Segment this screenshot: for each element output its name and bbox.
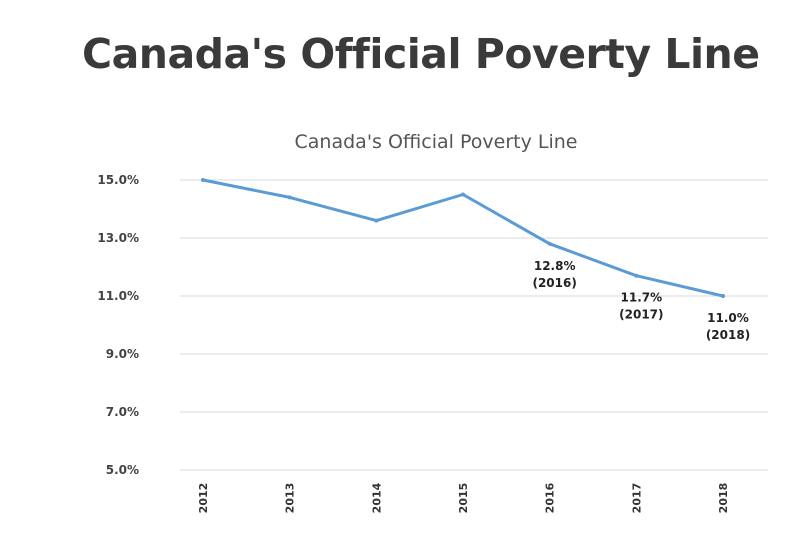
x-tick-label: 2015 xyxy=(457,483,470,514)
data-point xyxy=(721,294,725,298)
data-label-year: (2018) xyxy=(706,328,750,342)
y-tick-label: 15.0% xyxy=(97,173,139,187)
data-point xyxy=(374,218,379,223)
data-labels: 12.8% (2016) 11.7% (2017) 11.0% (2018) xyxy=(532,259,750,342)
data-point xyxy=(547,241,552,246)
data-point xyxy=(461,192,465,197)
data-label-value: 11.0% xyxy=(707,311,749,325)
data-point xyxy=(287,195,292,200)
y-tick-label: 11.0% xyxy=(97,289,139,303)
data-point xyxy=(201,178,205,182)
data-label-year: (2016) xyxy=(532,276,576,290)
data-label-year: (2017) xyxy=(619,308,663,322)
y-tick-label: 5.0% xyxy=(106,463,139,477)
y-tick-label: 13.0% xyxy=(97,231,139,245)
gridlines xyxy=(180,179,768,471)
x-tick-label: 2016 xyxy=(544,482,557,513)
x-tick-label: 2018 xyxy=(717,483,730,514)
series xyxy=(201,178,725,298)
x-tick-label: 2013 xyxy=(284,483,297,514)
x-tick-label: 2012 xyxy=(197,483,210,514)
x-axis-labels: 2012 2013 2014 2015 2016 2017 2018 xyxy=(197,482,730,513)
data-label-value: 12.8% xyxy=(534,259,576,273)
chart-title: Canada's Official Poverty Line xyxy=(295,131,578,153)
x-tick-label: 2017 xyxy=(630,483,643,514)
y-axis-labels: 5.0% 7.0% 9.0% 11.0% 13.0% 15.0% xyxy=(97,173,139,477)
data-label-value: 11.7% xyxy=(621,291,663,305)
y-tick-label: 7.0% xyxy=(106,405,139,419)
y-tick-label: 9.0% xyxy=(106,347,139,361)
data-point xyxy=(634,273,639,278)
page-title: Canada's Official Poverty Line xyxy=(82,30,760,78)
x-tick-label: 2014 xyxy=(370,482,383,513)
